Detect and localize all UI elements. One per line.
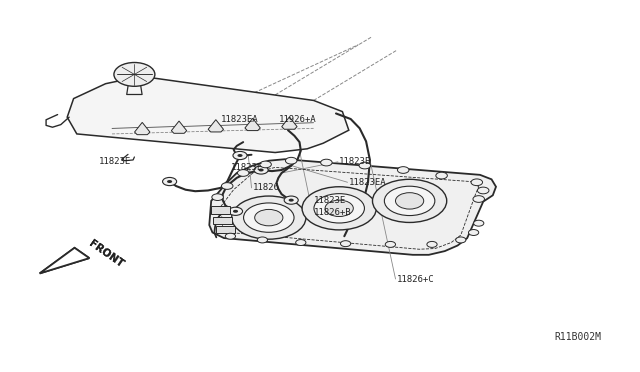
Circle shape — [314, 194, 364, 223]
Circle shape — [471, 179, 483, 186]
Circle shape — [302, 187, 376, 230]
Circle shape — [163, 177, 177, 186]
Circle shape — [427, 241, 437, 247]
Circle shape — [456, 237, 466, 243]
Polygon shape — [282, 117, 297, 129]
Circle shape — [284, 196, 298, 204]
Text: 11823E: 11823E — [314, 196, 346, 205]
Circle shape — [254, 166, 268, 174]
Circle shape — [473, 196, 484, 202]
Circle shape — [257, 237, 268, 243]
Polygon shape — [209, 159, 496, 255]
Polygon shape — [67, 76, 349, 153]
Circle shape — [260, 161, 271, 168]
Circle shape — [385, 186, 435, 215]
Text: R11B002M: R11B002M — [555, 332, 602, 342]
Circle shape — [359, 162, 371, 169]
Circle shape — [325, 200, 353, 217]
Text: 11926+A: 11926+A — [278, 115, 316, 124]
Circle shape — [233, 151, 247, 160]
Text: 11823E: 11823E — [99, 157, 131, 166]
Text: 11823EA: 11823EA — [221, 115, 259, 124]
Circle shape — [397, 167, 409, 173]
Bar — [211, 206, 230, 214]
Circle shape — [285, 157, 297, 164]
Circle shape — [167, 180, 172, 183]
Circle shape — [340, 241, 351, 247]
Circle shape — [289, 199, 294, 202]
Polygon shape — [245, 118, 260, 131]
Polygon shape — [40, 248, 90, 273]
Circle shape — [232, 196, 306, 239]
Text: 11823E: 11823E — [339, 157, 371, 166]
Circle shape — [221, 183, 233, 189]
Circle shape — [237, 154, 243, 157]
Circle shape — [396, 193, 424, 209]
Circle shape — [468, 230, 479, 235]
Circle shape — [385, 241, 396, 247]
Polygon shape — [172, 121, 187, 133]
Text: FRONT: FRONT — [86, 238, 125, 269]
Circle shape — [474, 220, 484, 226]
Polygon shape — [208, 120, 223, 132]
Circle shape — [321, 159, 332, 166]
Text: FRONT: FRONT — [86, 238, 125, 269]
Circle shape — [237, 170, 249, 176]
Text: 11823E: 11823E — [230, 163, 262, 172]
Circle shape — [244, 203, 294, 232]
Polygon shape — [40, 248, 90, 273]
Circle shape — [225, 233, 236, 239]
Text: 11826+B: 11826+B — [314, 208, 351, 217]
Circle shape — [114, 62, 155, 86]
Circle shape — [212, 194, 223, 201]
Circle shape — [436, 172, 447, 179]
Circle shape — [228, 207, 243, 215]
Bar — [213, 217, 232, 224]
Text: 11823EA: 11823EA — [349, 178, 387, 187]
Circle shape — [296, 240, 306, 246]
Text: 11826: 11826 — [253, 183, 280, 192]
Circle shape — [372, 179, 447, 222]
Text: 11826+C: 11826+C — [397, 275, 435, 283]
Circle shape — [259, 169, 264, 171]
Circle shape — [477, 187, 489, 194]
Polygon shape — [134, 122, 150, 135]
Circle shape — [255, 209, 283, 226]
Bar — [216, 226, 235, 233]
Circle shape — [233, 210, 238, 213]
